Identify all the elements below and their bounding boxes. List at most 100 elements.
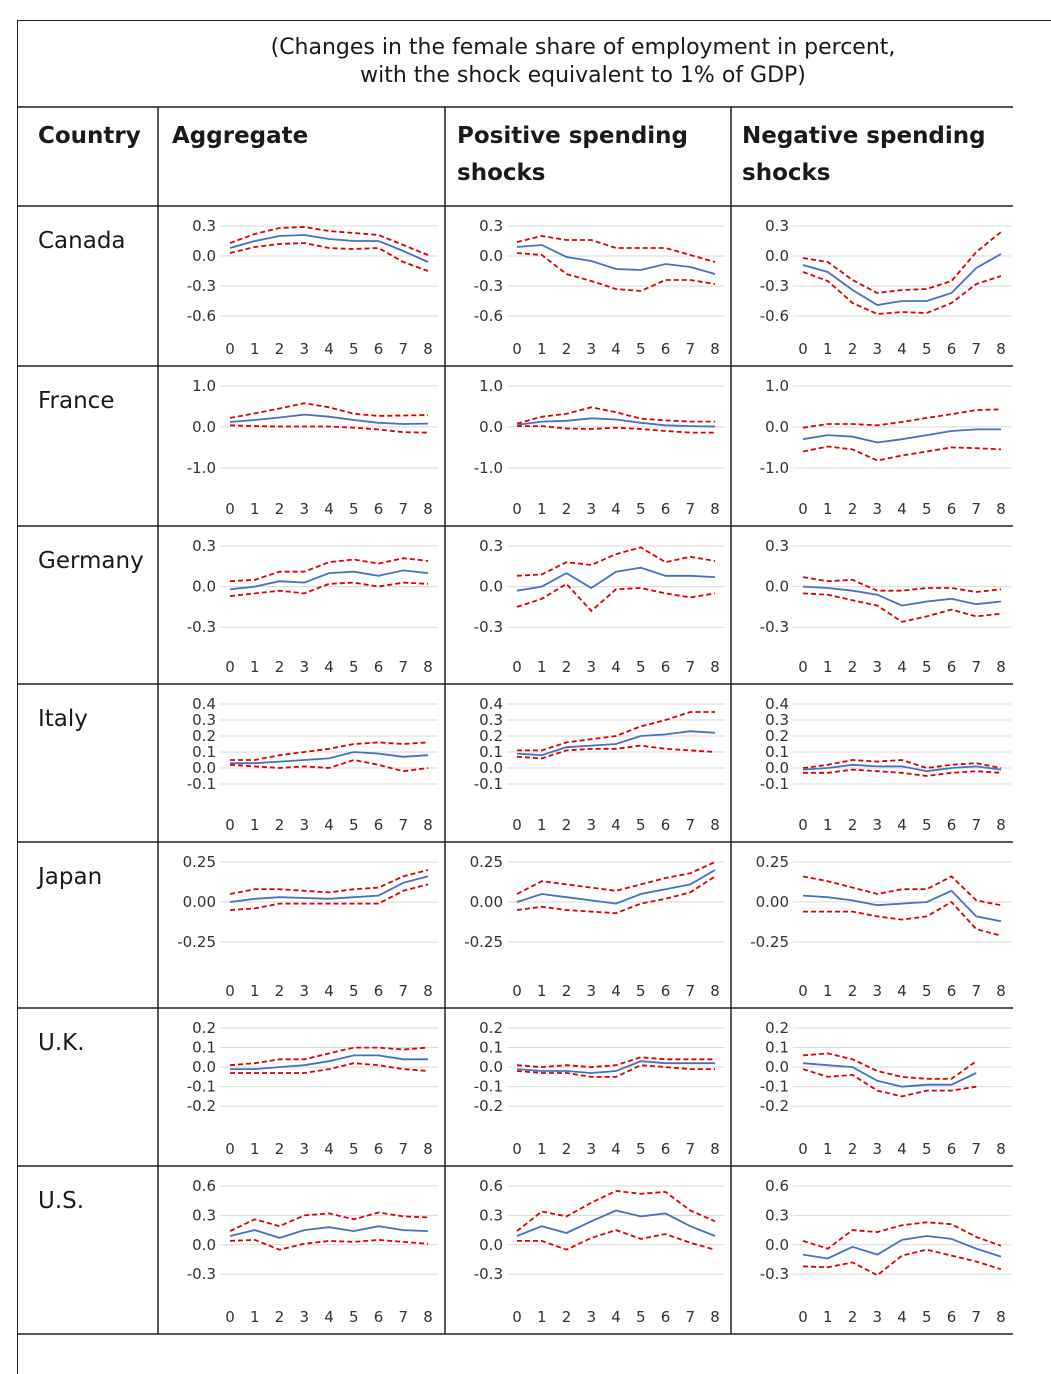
italy-positive-x-tick-label: 7: [685, 816, 695, 834]
germany-aggregate-x-tick-label: 8: [423, 658, 433, 676]
us-aggregate-x-tick-label: 4: [324, 1308, 334, 1326]
france-negative-upper-band-line: [802, 408, 1002, 429]
italy-aggregate-x-tick-label: 4: [324, 816, 334, 834]
germany-aggregate-y-tick-label: -0.3: [187, 618, 216, 636]
japan-positive-lower-band-line: [516, 875, 716, 915]
japan-positive-y-tick-label: 0.25: [470, 853, 503, 871]
uk-positive-y-tick-label: 0.2: [479, 1019, 503, 1037]
us-positive-x-tick-label: 3: [586, 1308, 596, 1326]
subtitle-line-1: (Changes in the female share of employme…: [270, 35, 896, 60]
germany-positive-x-tick-label: 3: [586, 658, 596, 676]
japan-positive-x-tick-label: 1: [537, 982, 547, 1000]
us-aggregate-x-tick-label: 0: [225, 1308, 235, 1326]
uk-negative-x-tick-label: 5: [922, 1140, 932, 1158]
france-positive-y-tick-label: 0.0: [479, 418, 503, 436]
france-aggregate-y-tick-label: 1.0: [192, 377, 216, 395]
us-positive-estimate-line: [516, 1209, 716, 1237]
france-aggregate-x-tick-label: 3: [299, 500, 309, 518]
italy-negative-x-tick-label: 0: [798, 816, 808, 834]
uk-aggregate-x-tick-label: 5: [349, 1140, 359, 1158]
germany-negative-x-tick-label: 1: [823, 658, 833, 676]
us-positive-x-tick-label: 5: [636, 1308, 646, 1326]
canada-negative-lower-band-line: [802, 271, 1002, 315]
germany-negative-x-tick-label: 4: [897, 658, 907, 676]
us-positive-y-tick-label: 0.6: [479, 1177, 503, 1195]
header-positive-spending-shocks: Positive spending shocks: [457, 123, 689, 186]
us-negative-y-tick-label: 0.0: [765, 1236, 789, 1254]
japan-positive-upper-band-line: [516, 861, 716, 895]
uk-positive-y-tick-label: -0.2: [474, 1097, 503, 1115]
italy-negative-x-tick-label: 3: [872, 816, 882, 834]
canada-positive-x-tick-label: 2: [562, 340, 572, 358]
italy-positive-lower-band-line: [516, 744, 716, 760]
italy-negative-x-tick-label: 4: [897, 816, 907, 834]
us-positive-x-tick-label: 2: [562, 1308, 572, 1326]
germany-positive-y-tick-label: 0.3: [479, 537, 503, 555]
us-aggregate-y-tick-label: 0.6: [192, 1177, 216, 1195]
italy-aggregate-y-tick-label: 0.2: [192, 727, 216, 745]
uk-positive-y-tick-label: 0.1: [479, 1039, 503, 1057]
us-negative-x-tick-label: 7: [971, 1308, 981, 1326]
italy-aggregate-x-tick-label: 7: [398, 816, 408, 834]
germany-positive-x-tick-label: 0: [512, 658, 522, 676]
france-aggregate-estimate-line: [229, 413, 429, 425]
uk-aggregate-x-tick-label: 7: [398, 1140, 408, 1158]
canada-aggregate-x-tick-label: 5: [349, 340, 359, 358]
italy-aggregate-lower-band-line: [229, 759, 429, 773]
france-aggregate-x-tick-label: 5: [349, 500, 359, 518]
country-label-italy: Italy: [38, 706, 88, 732]
uk-aggregate-y-tick-label: -0.1: [187, 1078, 216, 1096]
italy-aggregate-upper-band-line: [230, 741, 429, 761]
canada-positive-estimate-line: [516, 244, 716, 275]
country-label-us: U.S.: [38, 1188, 84, 1214]
us-aggregate-x-tick-label: 5: [349, 1308, 359, 1326]
germany-positive-x-tick-label: 6: [661, 658, 671, 676]
canada-negative-x-tick-label: 4: [897, 340, 907, 358]
japan-aggregate-y-tick-label: 0.00: [183, 893, 216, 911]
uk-positive-estimate-line: [516, 1060, 715, 1074]
france-aggregate-x-tick-label: 1: [250, 500, 260, 518]
france-positive-x-tick-label: 2: [562, 500, 572, 518]
france-positive-x-tick-label: 3: [586, 500, 596, 518]
japan-aggregate-x-tick-label: 1: [250, 982, 260, 1000]
canada-positive-x-tick-label: 1: [537, 340, 547, 358]
germany-positive-x-tick-label: 5: [636, 658, 646, 676]
france-aggregate-x-tick-label: 0: [225, 500, 235, 518]
germany-aggregate-y-tick-label: 0.3: [192, 537, 216, 555]
germany-negative-x-tick-label: 8: [996, 658, 1006, 676]
japan-negative-x-tick-label: 8: [996, 982, 1006, 1000]
country-label-japan: Japan: [36, 864, 102, 890]
france-negative-x-tick-label: 2: [848, 500, 858, 518]
italy-negative-x-tick-label: 6: [947, 816, 957, 834]
japan-positive-y-tick-label: -0.25: [464, 933, 503, 951]
uk-aggregate-x-tick-label: 4: [324, 1140, 334, 1158]
germany-aggregate-x-tick-label: 5: [349, 658, 359, 676]
country-label-uk: U.K.: [38, 1030, 85, 1056]
canada-negative-y-tick-label: -0.3: [760, 277, 789, 295]
japan-positive-x-tick-label: 5: [636, 982, 646, 1000]
italy-positive-x-tick-label: 8: [710, 816, 720, 834]
germany-positive-x-tick-label: 2: [562, 658, 572, 676]
canada-positive-upper-band-line: [516, 235, 716, 263]
us-negative-lower-band-line: [802, 1248, 1002, 1277]
us-aggregate-x-tick-label: 2: [275, 1308, 285, 1326]
japan-aggregate-upper-band-line: [229, 869, 429, 895]
uk-positive-lower-band-line: [516, 1064, 715, 1078]
uk-negative-x-tick-label: 6: [947, 1140, 957, 1158]
canada-negative-x-tick-label: 5: [922, 340, 932, 358]
us-positive-x-tick-label: 1: [537, 1308, 547, 1326]
france-negative-y-tick-label: -1.0: [760, 459, 789, 477]
uk-positive-y-tick-label: 0.0: [479, 1058, 503, 1076]
canada-positive-x-tick-label: 4: [611, 340, 621, 358]
japan-aggregate-x-tick-label: 7: [398, 982, 408, 1000]
uk-positive-x-tick-label: 5: [636, 1140, 646, 1158]
us-aggregate-x-tick-label: 1: [250, 1308, 260, 1326]
france-negative-x-tick-label: 3: [872, 500, 882, 518]
canada-aggregate-x-tick-label: 1: [250, 340, 260, 358]
italy-aggregate-y-tick-label: 0.4: [192, 695, 216, 713]
uk-positive-upper-band-line: [516, 1056, 715, 1069]
uk-negative-estimate-line: [802, 1062, 977, 1088]
us-positive-lower-band-line: [517, 1229, 716, 1251]
france-positive-x-tick-label: 6: [661, 500, 671, 518]
germany-negative-lower-band-line: [802, 592, 1002, 623]
